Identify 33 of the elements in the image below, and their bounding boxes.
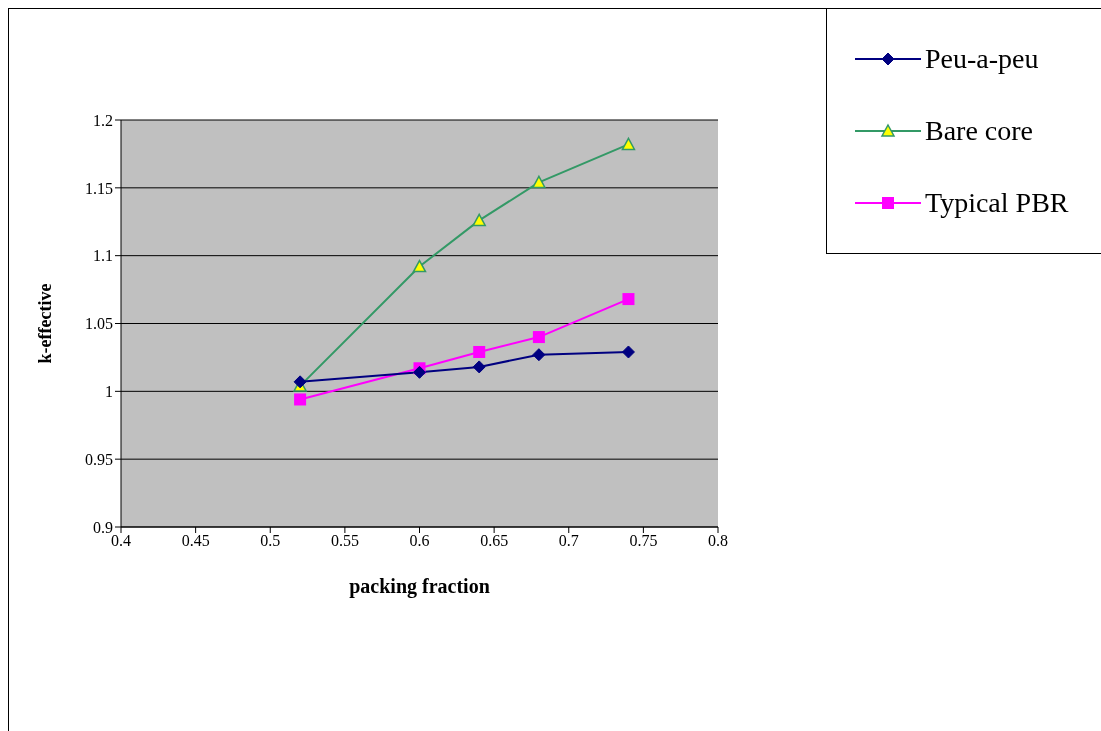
point <box>472 360 486 374</box>
point <box>622 293 635 306</box>
y-tick-label: 0.9 <box>93 518 113 536</box>
x-tick-label: 0.5 <box>260 532 281 550</box>
point <box>532 331 545 344</box>
point <box>413 365 426 379</box>
point <box>412 259 427 273</box>
x-tick-label: 0.4 <box>111 532 131 550</box>
y-tick-label: 1 <box>105 383 113 401</box>
x-axis-title: packing fraction <box>349 575 490 598</box>
y-tick-label: 0.95 <box>85 450 113 468</box>
point <box>532 175 546 189</box>
legend-label: Peu-a-peu <box>925 43 1039 75</box>
y-tick-label: 1.2 <box>93 111 113 129</box>
point <box>621 137 636 151</box>
legend-label: Typical PBR <box>925 187 1069 219</box>
point <box>621 345 635 359</box>
x-tick-label: 0.6 <box>409 532 430 550</box>
x-tick-label: 0.75 <box>629 532 658 550</box>
y-axis-title: k-effective <box>35 283 56 364</box>
y-tick-label: 1.1 <box>93 247 113 265</box>
point <box>294 393 307 406</box>
point <box>473 345 486 358</box>
x-tick-label: 0.55 <box>330 532 359 550</box>
legend-label: Bare core <box>925 115 1034 147</box>
y-tick-label: 1.05 <box>85 315 113 333</box>
point <box>472 213 486 227</box>
x-tick-label: 0.65 <box>480 532 509 550</box>
point <box>532 348 546 362</box>
y-tick-label: 1.15 <box>85 179 113 197</box>
x-tick-label: 0.8 <box>708 532 728 550</box>
x-tick-label: 0.45 <box>181 532 210 550</box>
x-tick-label: 0.7 <box>558 532 579 550</box>
